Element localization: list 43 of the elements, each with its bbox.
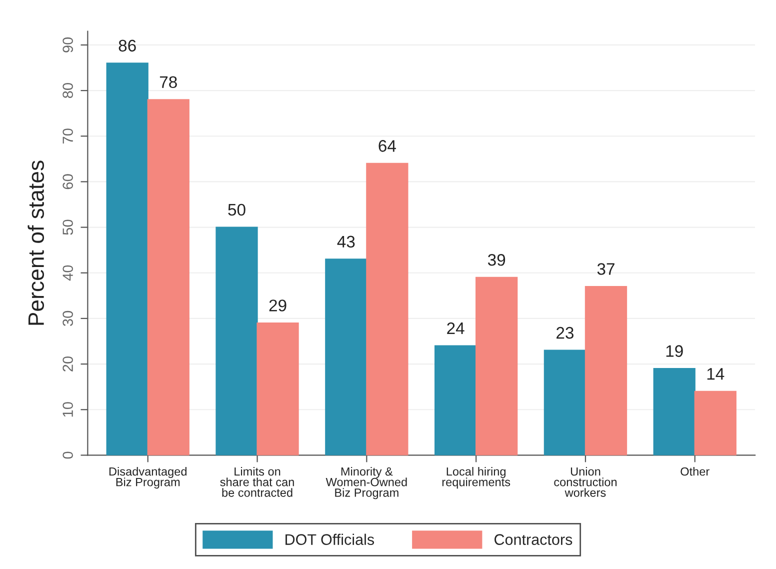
data-label: 24 bbox=[447, 322, 464, 334]
data-label: 19 bbox=[666, 345, 683, 357]
bar bbox=[366, 162, 408, 456]
bar bbox=[544, 350, 586, 456]
y-tick-label: 50 bbox=[62, 220, 73, 235]
data-label: 37 bbox=[597, 263, 614, 275]
bar bbox=[325, 258, 368, 456]
bar bbox=[476, 276, 518, 456]
y-axis-title: Percent of states bbox=[28, 160, 44, 325]
x-tick-label: Disadvantaged Biz Program bbox=[109, 467, 186, 489]
bar bbox=[106, 62, 148, 456]
data-label: 86 bbox=[118, 40, 136, 52]
y-tick-label: 30 bbox=[62, 310, 73, 326]
bar bbox=[434, 345, 477, 456]
y-tick-label: 10 bbox=[62, 402, 73, 417]
y-tick-label: 80 bbox=[62, 83, 73, 98]
legend-label: Contractors bbox=[494, 534, 572, 545]
bar bbox=[147, 99, 190, 456]
legend-label: DOT Officials bbox=[286, 534, 374, 545]
bar bbox=[216, 226, 258, 456]
data-label: 23 bbox=[556, 326, 574, 339]
bar bbox=[256, 322, 299, 456]
x-tick-label: Limits on share that can be contracted bbox=[220, 467, 294, 497]
x-tick-label: Other bbox=[680, 467, 710, 476]
x-tick-label: Union construction workers bbox=[554, 467, 617, 497]
y-tick-label: 60 bbox=[62, 174, 73, 190]
y-tick-label: 20 bbox=[62, 356, 73, 372]
y-tick-label: 40 bbox=[62, 265, 73, 281]
data-label: 39 bbox=[488, 254, 506, 266]
data-label: 78 bbox=[160, 76, 177, 88]
bar bbox=[584, 286, 628, 456]
data-label: 50 bbox=[228, 204, 246, 216]
data-label: 43 bbox=[337, 236, 355, 248]
y-tick-label: 0 bbox=[62, 452, 73, 459]
y-tick-label: 90 bbox=[62, 37, 73, 52]
data-label: 29 bbox=[269, 300, 286, 312]
data-label: 14 bbox=[707, 368, 724, 380]
x-tick-label: Local hiring requirements bbox=[442, 467, 510, 489]
data-label: 64 bbox=[378, 140, 396, 152]
y-tick-label: 70 bbox=[62, 128, 73, 144]
bar bbox=[653, 368, 696, 456]
x-tick-label: Minority & Women-Owned Biz Program bbox=[326, 467, 407, 500]
bar bbox=[694, 390, 736, 456]
